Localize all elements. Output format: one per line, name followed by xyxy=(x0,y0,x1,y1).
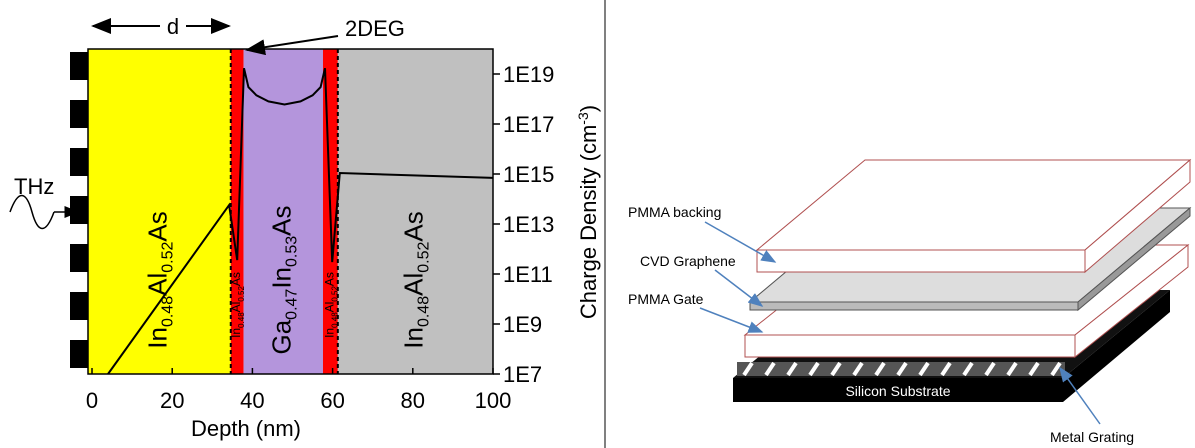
label-part: 0.52 xyxy=(159,242,176,273)
label-part: As xyxy=(398,211,428,241)
label-part: Al xyxy=(142,273,172,296)
label-part: As xyxy=(229,272,243,286)
y-tick-label: 1E17 xyxy=(503,112,554,137)
x-axis-label: Depth (nm) xyxy=(191,416,301,441)
label-part: 0.48 xyxy=(237,312,246,328)
label-part: In xyxy=(142,327,172,349)
label-part: Al xyxy=(323,302,337,313)
label-part: 0.47 xyxy=(283,289,300,320)
label-part: In xyxy=(229,328,243,338)
label-part: 0.52 xyxy=(237,286,246,302)
x-tick-label: 0 xyxy=(86,388,98,413)
annotation: 2DEG xyxy=(345,16,405,41)
layer-label: In0.48Al0.52As xyxy=(398,211,432,348)
x-tick-label: 100 xyxy=(475,388,512,413)
2deg-arrow xyxy=(247,36,338,50)
label-part: As xyxy=(266,206,296,236)
y-tick-label: 1E11 xyxy=(503,262,553,287)
grating-stripes xyxy=(70,52,88,368)
x-tick-label: 60 xyxy=(320,388,344,413)
label-part: 0.48 xyxy=(415,296,432,327)
label-part: In xyxy=(266,267,296,289)
label-part: In xyxy=(398,327,428,349)
x-tick-label: 40 xyxy=(240,388,264,413)
label: PMMA Gate xyxy=(628,291,704,307)
label: Silicon Substrate xyxy=(845,383,950,399)
y-tick-label: 1E13 xyxy=(503,212,554,237)
y-tick-label: 1E19 xyxy=(503,62,554,87)
label-part: Ga xyxy=(266,319,296,354)
chart: In0.48Al0.52AsIn0.48Al0.52AsGa0.47In0.53… xyxy=(86,49,601,441)
thz-wave xyxy=(10,196,54,229)
y-tick-label: 1E7 xyxy=(503,362,542,387)
label-part: Al xyxy=(229,302,243,313)
figure: In0.48Al0.52AsIn0.48Al0.52AsGa0.47In0.53… xyxy=(0,0,1195,448)
label-part: -3 xyxy=(575,112,591,125)
x-tick-label: 80 xyxy=(401,388,425,413)
y-tick-label: 1E15 xyxy=(503,162,554,187)
y-axis-label: Charge Density (cm-3) xyxy=(575,105,601,319)
layer-label: In0.48Al0.52As xyxy=(142,211,176,348)
label: Metal Grating xyxy=(1050,429,1134,445)
label-part: Charge Density (cm xyxy=(576,125,601,319)
label-part: In xyxy=(323,328,337,338)
layer-label: Ga0.47In0.53As xyxy=(266,206,300,355)
label: CVD Graphene xyxy=(640,253,736,269)
label-part: Al xyxy=(398,273,428,296)
annotation: d xyxy=(167,14,179,39)
label-part: ) xyxy=(576,105,601,112)
layer-label: In0.48Al0.52As xyxy=(229,272,245,338)
label-part: 0.52 xyxy=(415,242,432,273)
y-tick-label: 1E9 xyxy=(503,312,542,337)
layer-label: In0.48Al0.52As xyxy=(323,272,339,338)
label-part: 0.53 xyxy=(283,236,300,267)
x-tick-label: 20 xyxy=(160,388,184,413)
label: PMMA backing xyxy=(628,204,721,220)
label-part: As xyxy=(142,211,172,241)
label-part: As xyxy=(323,272,337,286)
label-part: 0.48 xyxy=(330,312,339,328)
device-diagram: Silicon Substrate PMMA backing CVD Graph… xyxy=(628,160,1190,445)
label-part: 0.52 xyxy=(330,286,339,302)
